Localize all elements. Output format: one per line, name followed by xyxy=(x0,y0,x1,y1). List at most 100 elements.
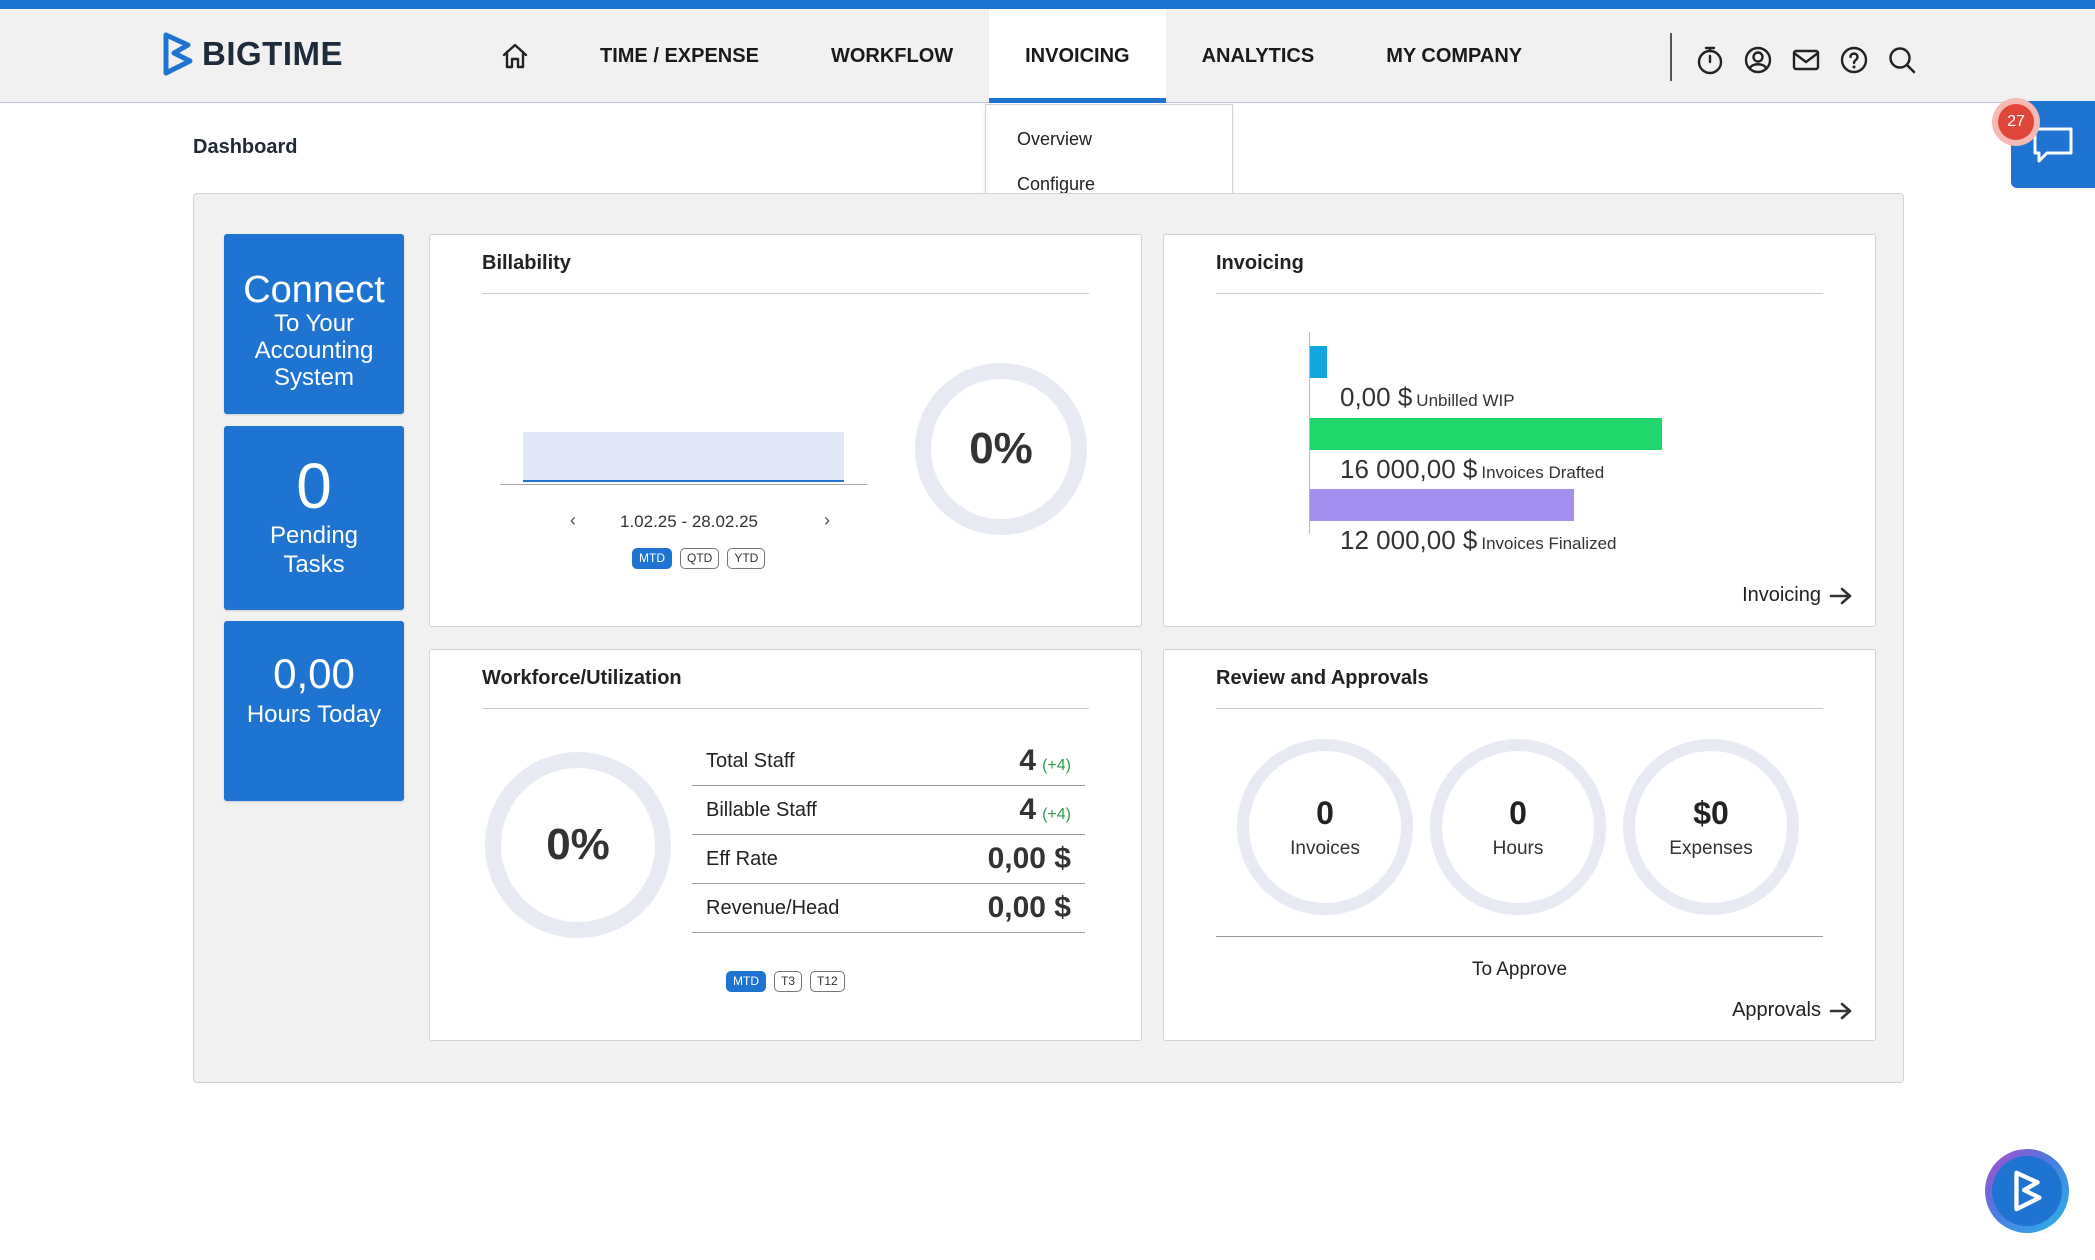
approvals-link-label: Approvals xyxy=(1732,999,1821,1021)
workforce-stats-table: Total Staff 4 (+4) Billable Staff 4 (+4) E… xyxy=(692,737,1085,933)
stopwatch-icon xyxy=(1697,46,1723,75)
brand-name: BIGTIME xyxy=(202,35,343,72)
arrow-right-icon xyxy=(1829,1002,1852,1019)
billability-axis-ext-right xyxy=(844,484,867,485)
approval-invoices-value: 0 xyxy=(1316,794,1334,831)
nav-my-company[interactable]: MY COMPANY xyxy=(1386,44,1523,67)
nav-analytics[interactable]: ANALYTICS xyxy=(1201,44,1315,67)
bigtime-assistant-icon xyxy=(2014,1170,2042,1212)
approval-invoices[interactable]: 0 Invoices xyxy=(1237,739,1413,915)
connect-line-3: System xyxy=(273,364,354,391)
menu-item-configure[interactable]: Configure xyxy=(1017,174,1096,194)
stat-value: 4 xyxy=(1019,744,1037,777)
invoicing-link[interactable]: Invoicing xyxy=(1742,584,1853,607)
invoicing-chart-axis xyxy=(1309,332,1310,534)
bar-unbilled-wip xyxy=(1310,346,1327,378)
next-period-button[interactable]: › xyxy=(824,510,830,530)
nav-time-expense[interactable]: TIME / EXPENSE xyxy=(600,44,759,67)
pending-line-1: Pending xyxy=(269,522,359,549)
stat-value: 4 xyxy=(1019,793,1037,826)
unbilled-wip-amount: 0,00 $ xyxy=(1340,382,1413,412)
billability-chart-area xyxy=(523,432,844,482)
chat-icon xyxy=(2033,127,2073,162)
nav-workflow[interactable]: WORKFLOW xyxy=(830,44,954,67)
messages-button[interactable] xyxy=(1791,45,1821,75)
stat-eff-rate: Eff Rate 0,00 $ xyxy=(692,835,1085,884)
period-qtd[interactable]: QTD xyxy=(680,548,720,569)
billability-axis-ext xyxy=(500,484,523,485)
utilization-percent: 0% xyxy=(546,820,610,869)
nav-home[interactable] xyxy=(480,9,564,103)
invoices-finalized-row: 12 000,00 $ Invoices Finalized xyxy=(1340,525,1616,556)
search-button[interactable] xyxy=(1887,45,1917,75)
billability-axis-line xyxy=(523,484,844,485)
unbilled-wip-row: 0,00 $ Unbilled WIP xyxy=(1340,382,1515,413)
invoices-drafted-label: Invoices Drafted xyxy=(1481,463,1605,482)
card-divider xyxy=(1216,708,1823,709)
assistant-fab-button[interactable] xyxy=(1985,1149,2069,1233)
approval-expenses[interactable]: $0 Expenses xyxy=(1623,739,1799,915)
main-nav: TIME / EXPENSE WORKFLOW INVOICING ANALYT… xyxy=(480,9,1558,103)
hours-today-value: 0,00 xyxy=(273,650,355,697)
approval-invoices-label: Invoices xyxy=(1290,837,1360,859)
approval-expenses-value: $0 xyxy=(1693,794,1729,831)
page-title: Dashboard xyxy=(193,136,298,158)
invoices-finalized-label: Invoices Finalized xyxy=(1481,534,1617,553)
stat-delta: (+4) xyxy=(1042,757,1071,774)
approval-expenses-label: Expenses xyxy=(1669,837,1753,859)
top-icon-group xyxy=(1695,45,1917,75)
invoices-finalized-amount: 12 000,00 $ xyxy=(1340,525,1478,555)
menu-item-overview[interactable]: Overview xyxy=(1017,129,1093,149)
card-divider xyxy=(1216,293,1823,294)
stat-label: Revenue/Head xyxy=(706,896,840,919)
period-t3[interactable]: T3 xyxy=(774,971,803,992)
review-title: Review and Approvals xyxy=(1216,667,1429,689)
pending-tasks-count: 0 xyxy=(296,450,332,522)
bar-invoices-finalized xyxy=(1310,489,1574,521)
period-ytd[interactable]: YTD xyxy=(727,548,766,569)
workforce-card: Workforce/Utilization 0% Total Staff 4 (+… xyxy=(429,649,1142,1041)
assistant-fab-inner xyxy=(1992,1156,2062,1226)
period-mtd[interactable]: MTD xyxy=(632,548,672,569)
stat-value: 0,00 $ xyxy=(987,891,1071,924)
connect-line-2: Accounting xyxy=(254,337,374,364)
stopwatch-button[interactable] xyxy=(1695,45,1725,75)
help-button[interactable] xyxy=(1839,45,1869,75)
home-icon xyxy=(502,43,528,69)
invoices-drafted-row: 16 000,00 $ Invoices Drafted xyxy=(1340,454,1604,485)
bigtime-logo-icon xyxy=(163,32,193,76)
nav-divider xyxy=(1670,33,1672,81)
approval-hours-value: 0 xyxy=(1509,794,1527,831)
approvals-link[interactable]: Approvals xyxy=(1732,999,1853,1022)
billability-ring: 0% xyxy=(915,363,1087,535)
invoicing-card: Invoicing 0,00 $ Unbilled WIP 16 000,00 $… xyxy=(1163,234,1876,627)
utilization-ring: 0% xyxy=(485,752,671,938)
prev-period-button[interactable]: ‹ xyxy=(570,510,576,530)
billability-card: Billability ‹ 1.02.25 - 28.02.25 › MTD QT… xyxy=(429,234,1142,627)
approval-hours-label: Hours xyxy=(1492,837,1544,859)
nav-invoicing[interactable]: INVOICING xyxy=(989,9,1166,103)
mail-icon xyxy=(1792,49,1820,71)
pending-tasks-tile[interactable]: 0 Pending Tasks xyxy=(224,426,404,610)
approvals-divider xyxy=(1216,936,1823,937)
billability-period-pills: MTD QTD YTD xyxy=(632,548,773,569)
card-divider xyxy=(482,708,1089,709)
approval-hours[interactable]: 0 Hours xyxy=(1430,739,1606,915)
brand-logo[interactable]: BIGTIME xyxy=(160,31,343,77)
chat-notification-badge[interactable]: 27 xyxy=(1992,98,2040,146)
connect-accounting-tile[interactable]: Connect To Your Accounting System xyxy=(224,234,404,414)
top-navigation-bar: BIGTIME TIME / EXPENSE WORKFLOW INVOICIN… xyxy=(0,9,2095,103)
help-icon xyxy=(1840,46,1868,74)
hours-today-tile[interactable]: 0,00 Hours Today xyxy=(224,621,404,801)
user-icon xyxy=(1744,46,1772,74)
top-accent-strip xyxy=(0,0,2095,9)
stat-revenue-head: Revenue/Head 0,00 $ xyxy=(692,884,1085,933)
hours-today-label: Hours Today xyxy=(246,701,382,728)
invoicing-link-label: Invoicing xyxy=(1742,584,1821,606)
period-mtd[interactable]: MTD xyxy=(726,971,766,992)
billability-date-range: 1.02.25 - 28.02.25 xyxy=(620,512,759,531)
period-t12[interactable]: T12 xyxy=(810,971,845,992)
profile-button[interactable] xyxy=(1743,45,1773,75)
stat-label: Eff Rate xyxy=(706,847,778,870)
arrow-right-icon xyxy=(1829,587,1852,604)
